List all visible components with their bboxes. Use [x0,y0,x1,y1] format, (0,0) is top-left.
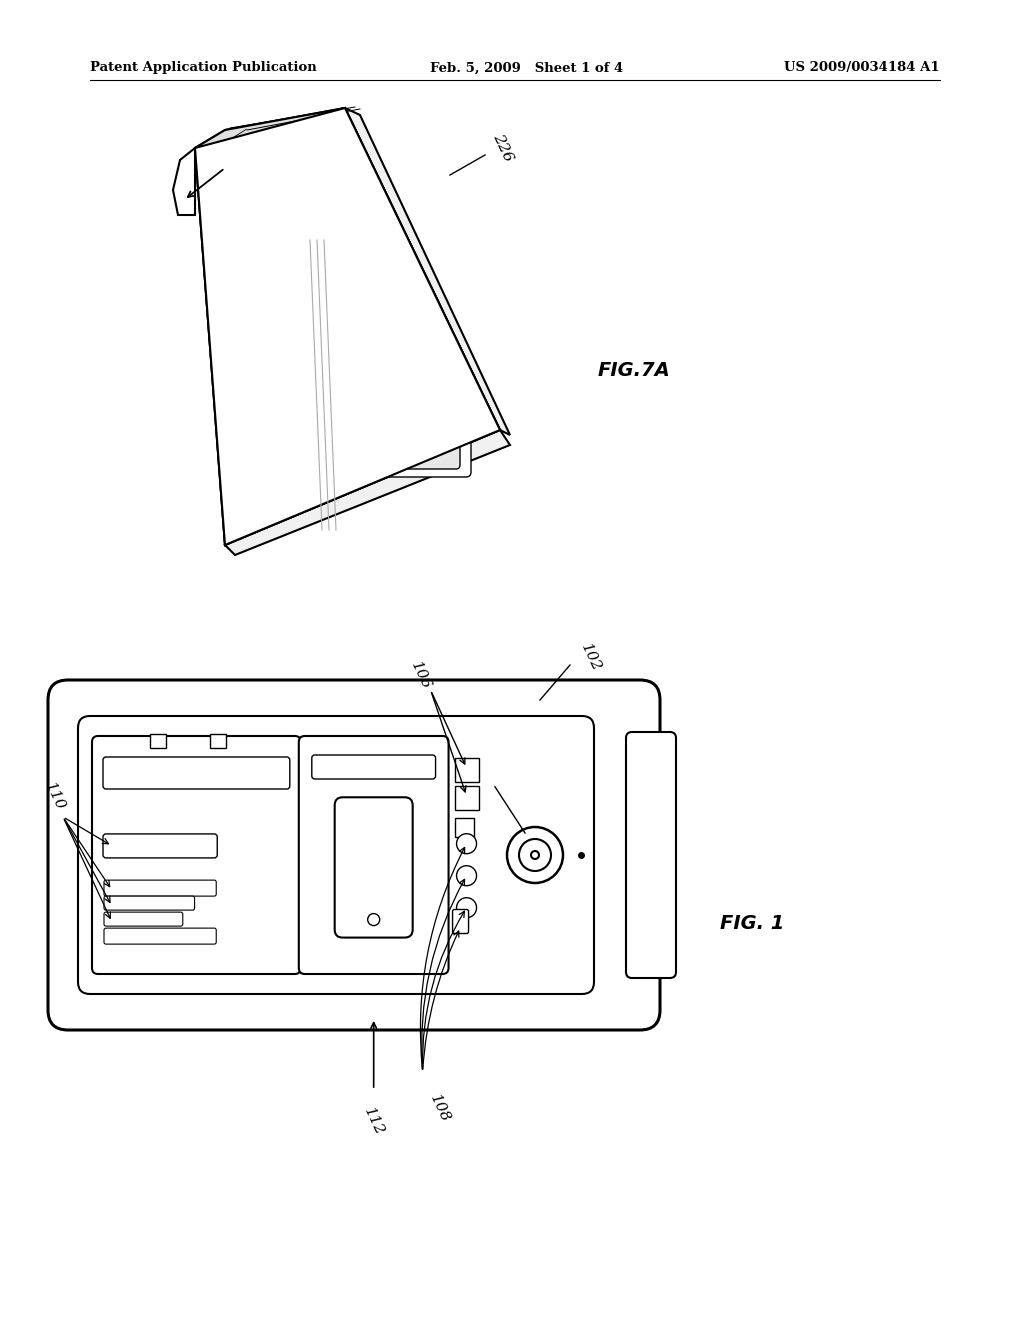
Text: 104: 104 [472,755,498,788]
Text: 228: 228 [232,139,257,172]
Polygon shape [195,108,500,545]
Text: 102: 102 [578,642,603,675]
Text: 226: 226 [490,132,515,164]
Bar [150,734,166,748]
Circle shape [519,840,551,871]
Text: FIG. 1: FIG. 1 [720,913,784,933]
Bar [455,818,474,837]
FancyBboxPatch shape [104,880,216,896]
FancyBboxPatch shape [104,896,195,909]
Bar [455,785,478,810]
FancyBboxPatch shape [626,733,676,978]
FancyBboxPatch shape [104,928,216,944]
FancyBboxPatch shape [48,680,660,1030]
Circle shape [507,828,563,883]
Text: 110: 110 [42,780,68,813]
FancyBboxPatch shape [335,797,413,937]
FancyBboxPatch shape [299,737,449,974]
Circle shape [531,851,539,859]
FancyBboxPatch shape [92,737,301,974]
Text: 112: 112 [361,1105,386,1138]
FancyBboxPatch shape [103,834,217,858]
Polygon shape [173,148,195,215]
Polygon shape [345,108,510,436]
Bar [210,734,226,748]
Text: Feb. 5, 2009   Sheet 1 of 4: Feb. 5, 2009 Sheet 1 of 4 [430,62,624,74]
FancyBboxPatch shape [362,432,471,477]
FancyBboxPatch shape [104,912,182,927]
Polygon shape [195,108,500,545]
FancyBboxPatch shape [453,909,469,933]
Text: US 2009/0034184 A1: US 2009/0034184 A1 [784,62,940,74]
Text: 108: 108 [428,1092,453,1125]
Text: Patent Application Publication: Patent Application Publication [90,62,316,74]
FancyBboxPatch shape [78,715,594,994]
Bar [455,758,478,781]
Polygon shape [195,108,345,148]
Circle shape [457,898,476,917]
Text: FIG.7A: FIG.7A [598,360,671,380]
Polygon shape [195,108,345,148]
Polygon shape [225,430,510,554]
Polygon shape [195,108,500,545]
Text: 106: 106 [408,660,433,692]
Circle shape [457,834,476,854]
Circle shape [457,866,476,886]
Circle shape [368,913,380,925]
Bar [632,744,647,966]
FancyBboxPatch shape [103,756,290,789]
FancyBboxPatch shape [311,755,435,779]
FancyBboxPatch shape [374,440,460,469]
